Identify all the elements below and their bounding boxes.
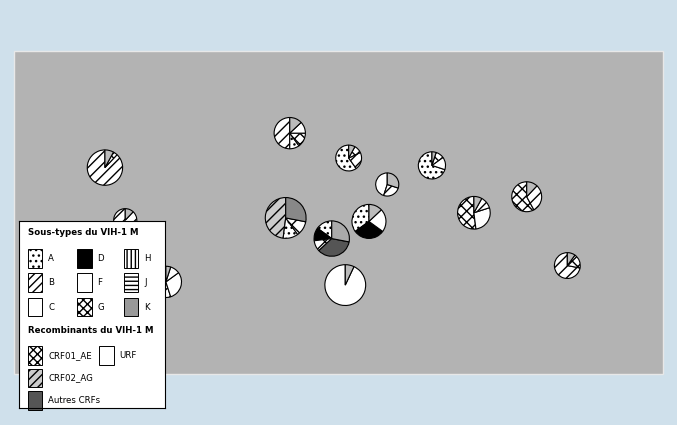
Wedge shape (554, 252, 580, 278)
Wedge shape (458, 196, 476, 229)
Text: CRF01_AE: CRF01_AE (48, 351, 92, 360)
Wedge shape (527, 186, 542, 210)
Wedge shape (349, 153, 362, 168)
Text: Sous-types du VIH-1 M: Sous-types du VIH-1 M (28, 229, 138, 238)
Wedge shape (332, 221, 349, 242)
Text: A: A (48, 254, 54, 263)
Wedge shape (349, 145, 355, 158)
Text: Autres CRFs: Autres CRFs (48, 396, 100, 405)
Wedge shape (290, 133, 299, 149)
Wedge shape (567, 255, 580, 268)
Wedge shape (314, 238, 332, 251)
Wedge shape (125, 209, 133, 220)
Wedge shape (512, 182, 534, 212)
Wedge shape (369, 204, 381, 221)
FancyBboxPatch shape (124, 249, 138, 268)
Text: G: G (97, 303, 104, 312)
Wedge shape (418, 152, 445, 179)
Wedge shape (319, 238, 349, 256)
FancyBboxPatch shape (77, 249, 92, 268)
Wedge shape (432, 157, 445, 170)
Wedge shape (114, 209, 137, 232)
Text: J: J (144, 278, 147, 287)
Wedge shape (352, 204, 369, 232)
Wedge shape (150, 266, 171, 298)
FancyBboxPatch shape (124, 273, 138, 292)
Wedge shape (318, 221, 332, 238)
Wedge shape (376, 173, 387, 196)
Wedge shape (87, 150, 123, 185)
Text: CRF02_AG: CRF02_AG (48, 374, 93, 382)
Wedge shape (474, 208, 490, 229)
FancyBboxPatch shape (77, 273, 92, 292)
FancyBboxPatch shape (99, 346, 114, 365)
Wedge shape (355, 221, 383, 238)
Wedge shape (290, 133, 305, 146)
Wedge shape (274, 117, 290, 149)
Wedge shape (265, 198, 286, 238)
Text: H: H (144, 254, 151, 263)
Wedge shape (166, 273, 181, 297)
Text: Recombinants du VIH-1 M: Recombinants du VIH-1 M (28, 326, 153, 335)
Text: C: C (48, 303, 54, 312)
FancyBboxPatch shape (28, 369, 42, 388)
Wedge shape (387, 173, 399, 188)
Text: F: F (97, 278, 102, 287)
Wedge shape (567, 252, 575, 266)
Wedge shape (474, 196, 482, 213)
FancyBboxPatch shape (77, 298, 92, 316)
Wedge shape (325, 265, 366, 306)
Wedge shape (474, 198, 489, 213)
Wedge shape (105, 150, 114, 167)
Wedge shape (286, 218, 306, 235)
Wedge shape (105, 152, 117, 167)
FancyBboxPatch shape (28, 249, 42, 268)
Wedge shape (286, 198, 306, 222)
FancyBboxPatch shape (28, 273, 42, 292)
Text: B: B (48, 278, 54, 287)
Wedge shape (527, 182, 537, 197)
Wedge shape (336, 145, 356, 171)
FancyBboxPatch shape (28, 298, 42, 316)
Wedge shape (290, 122, 305, 133)
Wedge shape (369, 210, 386, 232)
Wedge shape (345, 265, 354, 285)
Bar (14, 51, 663, 374)
Wedge shape (166, 267, 179, 282)
Wedge shape (432, 152, 436, 165)
Wedge shape (283, 218, 298, 238)
Wedge shape (384, 184, 398, 196)
Wedge shape (349, 147, 360, 158)
FancyBboxPatch shape (28, 391, 42, 410)
Wedge shape (290, 117, 301, 133)
FancyBboxPatch shape (28, 346, 42, 365)
Text: K: K (144, 303, 150, 312)
Wedge shape (314, 228, 332, 241)
Text: URF: URF (119, 351, 137, 360)
Wedge shape (432, 153, 443, 165)
Wedge shape (166, 266, 171, 282)
Text: D: D (97, 254, 104, 263)
FancyBboxPatch shape (124, 298, 138, 316)
